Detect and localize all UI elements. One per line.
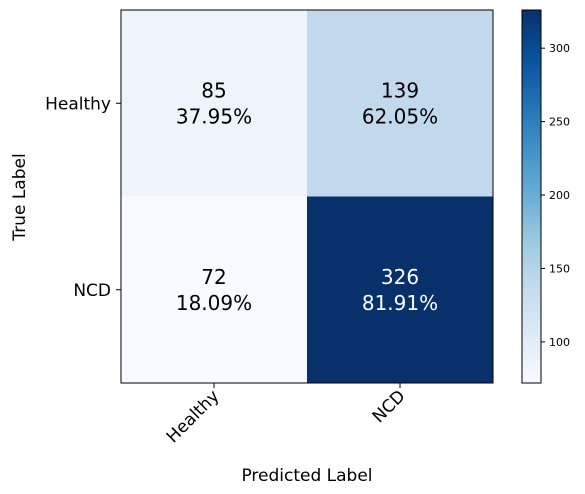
heatmap-cell: [121, 10, 308, 197]
x-tick-label: Healthy: [163, 386, 224, 447]
y-axis-label: True Label: [10, 153, 30, 241]
heatmap-cell: [307, 10, 494, 197]
colorbar-tick-label: 200: [549, 189, 570, 202]
colorbar-tick-label: 300: [549, 42, 570, 55]
y-tick-label: Healthy: [45, 94, 111, 114]
colorbar-tick-label: 250: [549, 116, 570, 129]
cell-percent-label: 81.91%: [362, 291, 438, 315]
x-tick-label: NCD: [369, 386, 410, 427]
plot-frame: [120, 9, 494, 384]
cell-count-label: 85: [201, 78, 226, 102]
colorbar: [521, 9, 542, 384]
cell-count-label: 72: [201, 265, 226, 289]
colorbar-ticks: 100 150 200 250 300: [541, 42, 570, 349]
heatmap-cells: [121, 10, 494, 384]
cell-percent-label: 18.09%: [176, 291, 252, 315]
cell-percent-label: 37.95%: [176, 104, 252, 128]
y-tick-label: NCD: [73, 281, 111, 301]
heatmap-cell: [121, 196, 308, 384]
cell-count-label: 139: [381, 78, 419, 102]
colorbar-tick-label: 150: [549, 262, 570, 275]
x-axis-label: Predicted Label: [241, 466, 372, 486]
x-axis-ticks: Healthy NCD: [163, 383, 410, 447]
y-axis-ticks: Healthy NCD: [45, 94, 121, 301]
cell-percent-label: 62.05%: [362, 104, 438, 128]
cell-count-label: 326: [381, 265, 419, 289]
colorbar-tick-label: 100: [549, 336, 570, 349]
heatmap-cell: [307, 196, 494, 384]
